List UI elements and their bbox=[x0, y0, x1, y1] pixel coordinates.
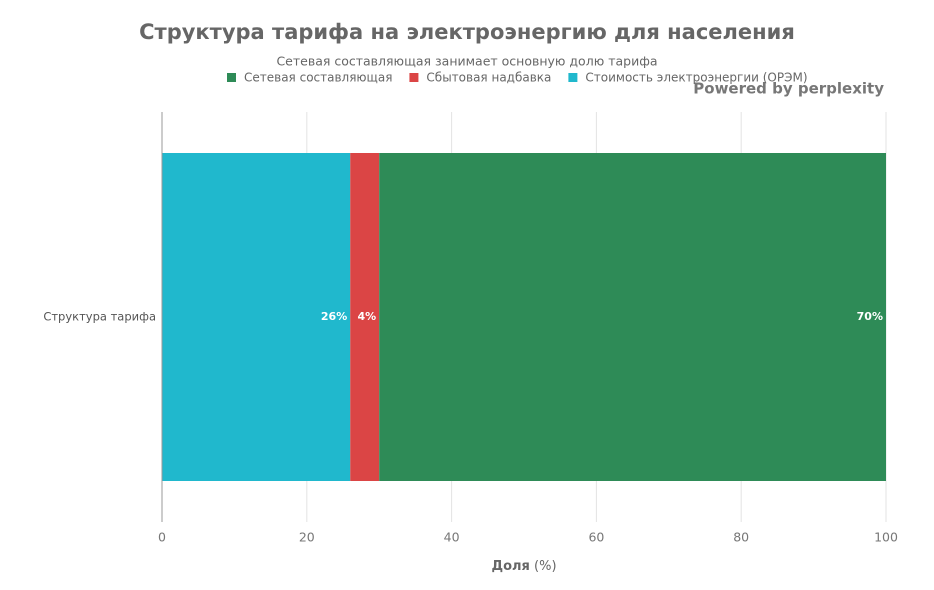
legend-label: Сбытовая надбавка bbox=[426, 71, 551, 85]
bar-segment bbox=[379, 153, 886, 481]
data-label: 70% bbox=[857, 310, 883, 323]
watermark: Powered by perplexity bbox=[693, 80, 884, 98]
bar-segment bbox=[350, 153, 380, 481]
legend-swatch bbox=[227, 73, 236, 82]
x-axis-title-text: Доля bbox=[491, 559, 529, 574]
legend-label: Стоимость электроэнергии (ОРЭМ) bbox=[585, 71, 807, 85]
bar-segment bbox=[162, 153, 351, 481]
x-tick-label: 100 bbox=[874, 530, 898, 545]
x-tick-label: 0 bbox=[158, 530, 166, 545]
x-tick-label: 60 bbox=[588, 530, 604, 545]
x-axis-title-unit: (%) bbox=[534, 559, 557, 574]
y-tick-label: Структура тарифа bbox=[43, 310, 156, 324]
x-tick-label: 20 bbox=[299, 530, 315, 545]
data-label: 4% bbox=[358, 310, 377, 323]
x-tick-label: 40 bbox=[444, 530, 460, 545]
legend-swatch bbox=[568, 73, 578, 82]
chart-title: Структура тарифа на электроэнергию для н… bbox=[139, 20, 795, 44]
legend-label: Сетевая составляющая bbox=[244, 71, 392, 85]
legend-swatch bbox=[409, 73, 419, 82]
x-tick-label: 80 bbox=[733, 530, 749, 545]
chart-subtitle: Сетевая составляющая занимает основную д… bbox=[276, 54, 657, 69]
x-axis-title: Доля (%) bbox=[491, 559, 556, 574]
data-label: 26% bbox=[321, 310, 347, 323]
